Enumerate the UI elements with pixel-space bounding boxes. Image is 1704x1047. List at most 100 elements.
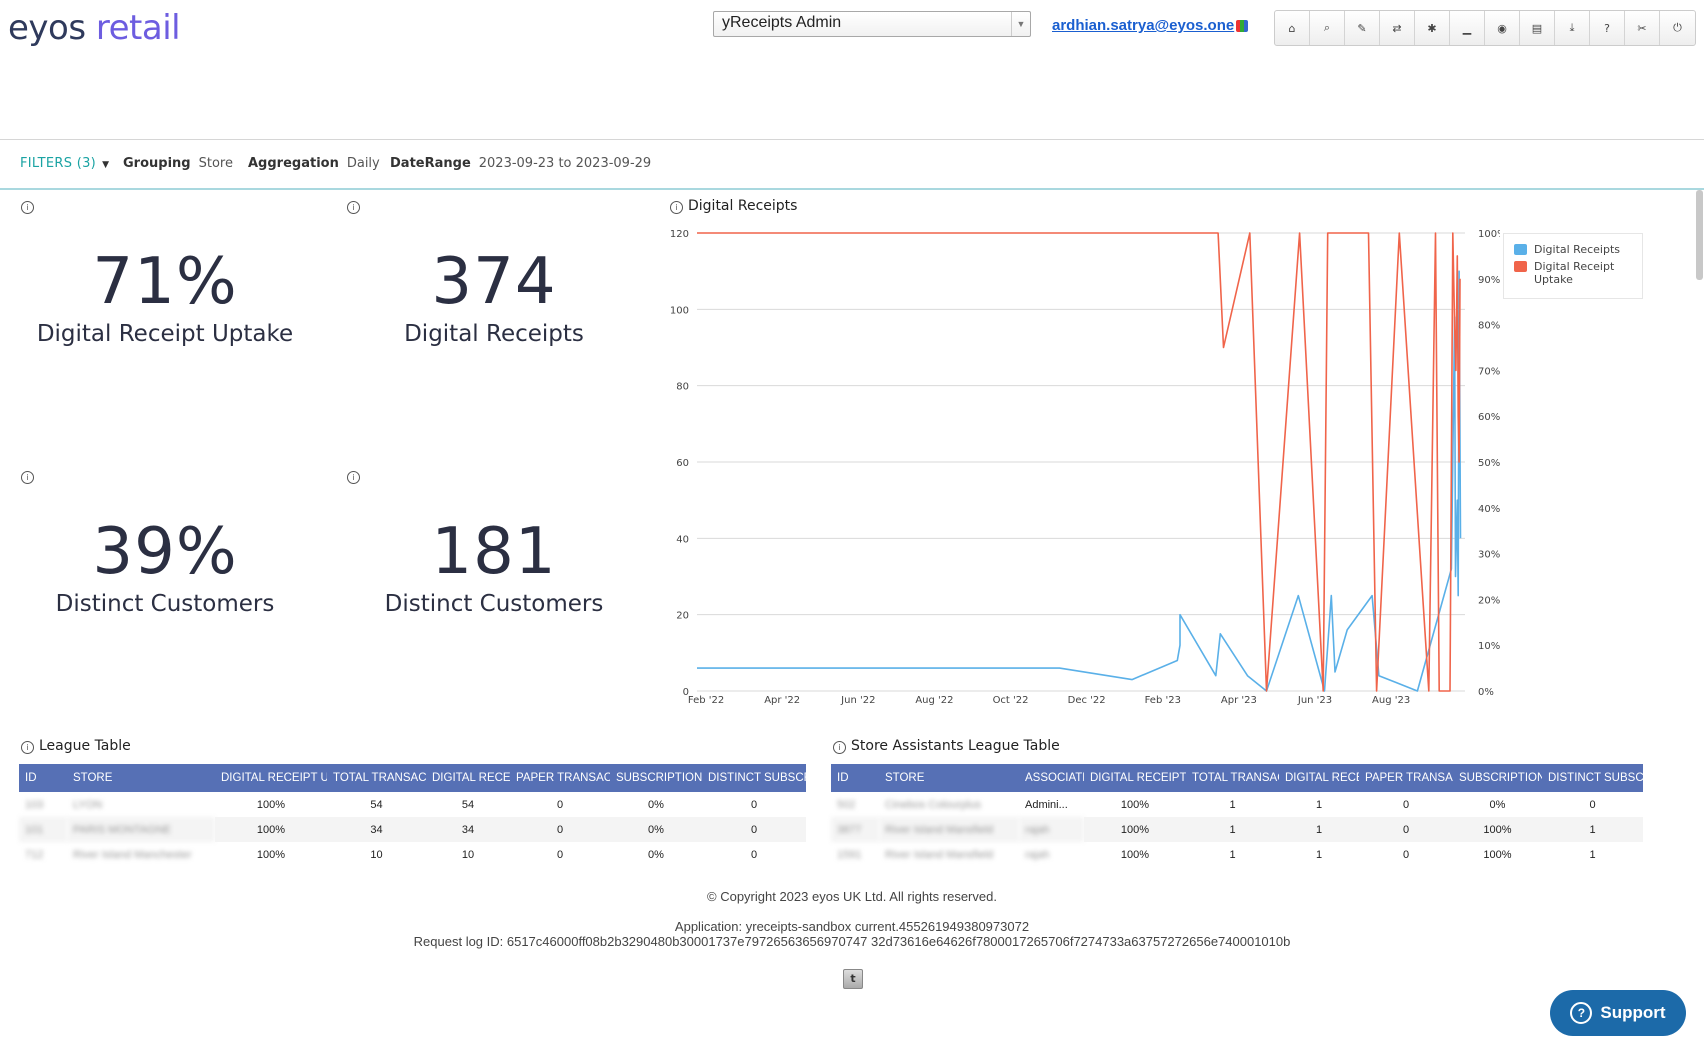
table-cell: 100% <box>256 848 286 861</box>
digital-receipts-chart[interactable]: 0 20 40 60 80 100 120 0% 10% 20% 30% 40% 50% 60% 70% 80… <box>660 218 1500 718</box>
support-label: Support <box>1600 1003 1666 1022</box>
column-header[interactable]: DIGITAL RECEIPT UPTAKE <box>1084 764 1186 792</box>
toolbar: ⌂ ⌕ ✎ ⇄ ✱ ▁ ◉ ▤ ⤓? ✂ ⏻ <box>1274 10 1696 46</box>
home-icon[interactable]: ⌂ <box>1275 11 1310 45</box>
kpi-value: 181 <box>431 515 557 589</box>
table-cell: 1 <box>1279 817 1359 842</box>
kpi-label: Digital Receipts <box>404 321 584 347</box>
grouping-filter[interactable]: Grouping Store <box>123 156 233 171</box>
filters-dropdown[interactable]: FILTERS (3) ▼ <box>20 156 109 171</box>
table-cell: River Island Mansfield <box>879 817 1019 842</box>
power-icon[interactable]: ⏻ <box>1673 21 1682 34</box>
table-row[interactable]: 103 LYON 100% 54 54 0 0% 0 <box>19 792 806 817</box>
table-cell: 0 <box>1402 798 1410 811</box>
list-icon[interactable]: ▤ <box>1520 11 1555 45</box>
column-header[interactable]: SUBSCRIPTION <box>610 764 702 792</box>
x-tick-label: Feb '22 <box>688 695 724 706</box>
table-cell: 54 <box>461 798 475 811</box>
kpi-label: Digital Receipt Uptake <box>36 321 294 347</box>
info-icon[interactable]: i <box>21 201 34 214</box>
legend-item-digital-receipts[interactable]: Digital Receipts <box>1514 243 1620 256</box>
y-right-tick-label: 80% <box>1478 321 1500 332</box>
kpi-value: 71% <box>92 245 238 319</box>
column-header[interactable]: DIGITAL RECEIPTS <box>1279 764 1359 792</box>
gear-icon[interactable]: ✱ <box>1415 11 1450 45</box>
y-right-tick-label: 50% <box>1478 458 1500 469</box>
support-button[interactable]: ? Support <box>1550 990 1686 1036</box>
table-cell: 100% <box>256 798 286 811</box>
chart-icon[interactable]: ▁ <box>1450 11 1485 45</box>
info-icon[interactable]: i <box>833 741 846 754</box>
kpi-label: Distinct Customers <box>384 591 604 617</box>
legend-label: Digital Receipt Uptake <box>1534 260 1615 286</box>
info-icon[interactable]: i <box>21 741 34 754</box>
column-header[interactable]: DISTINCT SUBSCRIBERS <box>1542 764 1643 792</box>
kpi-card-digital-receipts: 374 Digital Receipts <box>329 245 659 347</box>
table-cell: 1 <box>1229 798 1236 811</box>
column-header[interactable]: DIGITAL RECEIPT UPTAKE <box>215 764 327 792</box>
eyos-retail-logo[interactable]: eyos retail <box>8 8 181 48</box>
y-right-tick-label: 40% <box>1478 504 1500 515</box>
column-header[interactable]: TOTAL TRANSACTIONS <box>327 764 426 792</box>
y-right-tick-label: 70% <box>1478 366 1500 377</box>
table-cell: 1 <box>1315 848 1323 861</box>
download-icon[interactable]: ⤓ <box>1555 11 1590 45</box>
help-icon[interactable]: ? <box>1590 11 1625 45</box>
table-row[interactable]: 3877 River Island Mansfield rajah 100% 1 1 0 10… <box>831 817 1643 842</box>
table-row[interactable]: 1591 River Island Mansfield rajah 100% 1 1 0 10… <box>831 842 1643 867</box>
info-icon[interactable]: i <box>670 201 683 214</box>
app-select[interactable]: yReceipts Admin ▼ <box>713 11 1031 37</box>
series-line-uptake <box>697 232 1461 692</box>
kpi-value: 39% <box>92 515 238 589</box>
header-divider <box>0 139 1704 140</box>
series-line-digital-receipts <box>697 270 1462 692</box>
table-cell: River Island Mansfield <box>885 848 994 861</box>
user-email-link[interactable]: ardhian.satrya@eyos.one <box>1052 17 1249 34</box>
x-tick-label: Jun '22 <box>840 695 875 706</box>
table-cell: PARIS MONTAGNE <box>67 817 215 842</box>
wrench-icon[interactable]: ✎ <box>1345 11 1380 45</box>
table-cell: 0 <box>702 817 806 842</box>
column-header[interactable]: DIGITAL RECEIPTS <box>426 764 510 792</box>
column-header[interactable]: ID <box>19 764 67 792</box>
swap-icon[interactable]: ⇄ <box>1380 11 1415 45</box>
column-header[interactable]: STORE <box>67 764 215 792</box>
chevron-down-icon[interactable]: ▼ <box>1011 12 1030 36</box>
info-icon[interactable]: i <box>21 471 34 484</box>
column-header[interactable]: ASSOCIATE <box>1019 764 1084 792</box>
aggregation-filter[interactable]: Aggregation Daily <box>248 156 380 171</box>
column-header[interactable]: DISTINCT SUBSCRIBERS <box>702 764 806 792</box>
table-row[interactable]: 502 Cinebos Colourplus Admini... 100% 1 1 0 0% 0 <box>831 792 1643 817</box>
page-scrollbar[interactable] <box>1696 190 1703 280</box>
x-tick-label: Jun '23 <box>1297 695 1332 706</box>
table-cell: 0 <box>750 798 758 811</box>
table-cell: 100% <box>1483 848 1512 861</box>
scissors-icon[interactable]: ✂ <box>1625 11 1660 45</box>
legend-item-uptake[interactable]: Digital Receipt Uptake <box>1514 260 1624 286</box>
column-header[interactable]: TOTAL TRANSACTIONS <box>1186 764 1279 792</box>
daterange-filter[interactable]: DateRange 2023-09-23 to 2023-09-29 <box>390 156 651 171</box>
table-cell: 1 <box>1229 848 1236 861</box>
user-email: ardhian.satrya@eyos.one <box>1052 17 1235 34</box>
column-header[interactable]: PAPER TRANSACTIONS <box>510 764 610 792</box>
search-icon[interactable]: ⌕ <box>1310 11 1345 45</box>
legend-swatch <box>1514 261 1527 272</box>
chart-title: i Digital Receipts <box>670 198 797 214</box>
column-header[interactable]: ID <box>831 764 879 792</box>
info-icon[interactable]: i <box>347 201 360 214</box>
table-cell: 0 <box>1359 817 1453 842</box>
rss-icon[interactable]: ◉ <box>1485 11 1520 45</box>
info-icon[interactable]: i <box>347 471 360 484</box>
x-tick-label: Aug '22 <box>915 695 953 706</box>
table-row[interactable]: 712 River Island Manchester 100% 10 10 0 0% 0 <box>19 842 806 867</box>
column-header[interactable]: SUBSCRIPTION <box>1453 764 1542 792</box>
column-header[interactable]: PAPER TRANSACTIONS <box>1359 764 1453 792</box>
table-cell: rajah <box>1025 848 1050 861</box>
table-row[interactable]: 101 PARIS MONTAGNE 100% 34 34 0 0% 0 <box>19 817 806 842</box>
twitter-icon[interactable]: t <box>843 969 863 989</box>
column-header[interactable]: STORE <box>879 764 1019 792</box>
table-cell: 100% <box>1453 817 1542 842</box>
table-cell: 0% <box>648 798 664 811</box>
